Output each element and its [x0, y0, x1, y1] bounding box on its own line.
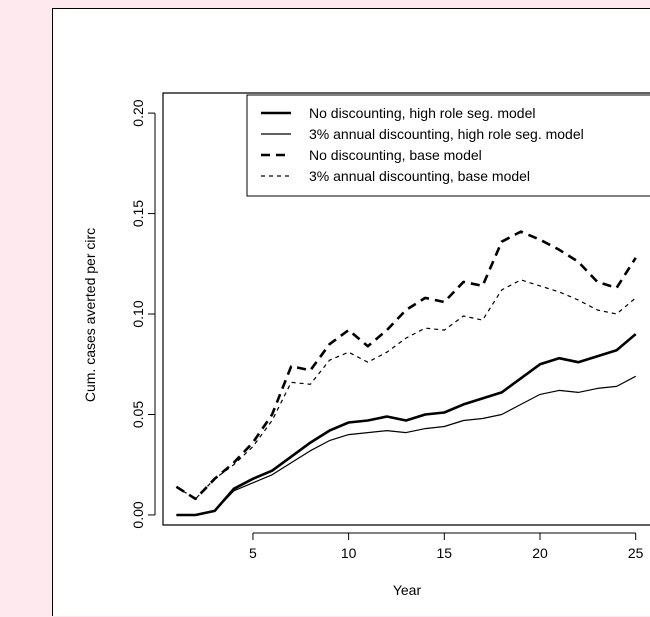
y-axis: 0.00 0.05 0.10 0.15 0.20 — [130, 99, 156, 529]
series-line — [176, 375, 636, 516]
y-tick-label: 0.20 — [130, 99, 146, 126]
x-tick-label: 10 — [341, 545, 357, 561]
legend-label: 3% annual discounting, base model — [309, 168, 530, 184]
plot-frame: 5 10 15 20 25 0.00 0.05 0.10 0.15 0.20 No discoun… — [52, 8, 650, 616]
legend-label: 3% annual discounting, high role seg. mo… — [309, 126, 584, 142]
legend-box — [246, 94, 650, 197]
series-2 — [176, 375, 636, 516]
legend-label: No discounting, base model — [309, 147, 482, 163]
y-tick-label: 0.10 — [130, 300, 146, 327]
x-tick-label: 15 — [437, 545, 453, 561]
x-tick-label: 5 — [249, 545, 257, 561]
x-axis: 5 10 15 20 25 — [249, 532, 644, 561]
y-tick-label: 0.05 — [130, 401, 146, 428]
y-tick-label: 0.15 — [130, 200, 146, 227]
legend: No discounting, high role seg. model 3% a… — [246, 94, 650, 197]
y-axis-label: Cum. cases averted per circ — [82, 228, 98, 402]
line-chart: 5 10 15 20 25 0.00 0.05 0.10 0.15 0.20 No discoun… — [82, 92, 650, 598]
plot-box — [162, 92, 650, 526]
series-4 — [176, 279, 637, 500]
axes: 5 10 15 20 25 0.00 0.05 0.10 0.15 0.20 — [130, 92, 650, 561]
x-tick-label: 20 — [532, 545, 548, 561]
y-tick-label: 0.00 — [130, 501, 146, 528]
legend-label: No discounting, high role seg. model — [309, 105, 535, 121]
x-tick-label: 25 — [628, 545, 644, 561]
x-axis-label: Year — [393, 582, 422, 598]
series-3 — [175, 230, 637, 501]
series-1 — [176, 333, 637, 517]
series-line — [175, 230, 637, 501]
series-line — [176, 333, 637, 517]
series-line — [176, 279, 637, 500]
series-layer — [175, 230, 637, 517]
